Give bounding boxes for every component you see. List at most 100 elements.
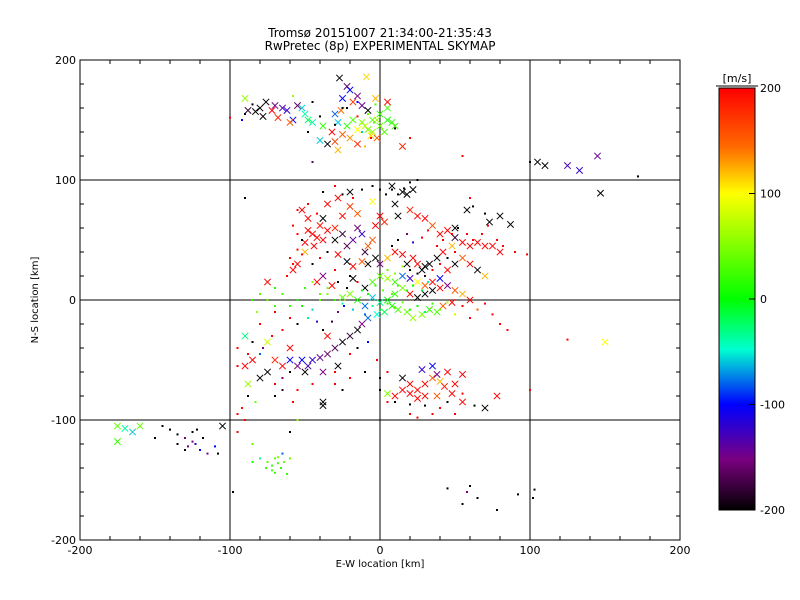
data-point-dot <box>296 248 299 251</box>
data-point-x <box>263 278 272 286</box>
data-point-x <box>601 338 609 346</box>
data-point-dot <box>412 284 414 287</box>
data-point-dot <box>341 302 344 305</box>
data-point-x <box>335 74 344 82</box>
data-point-dot <box>214 445 216 448</box>
data-point-dot <box>334 383 336 385</box>
data-point-dot <box>416 272 419 275</box>
data-point-dot <box>161 425 164 427</box>
data-point-dot <box>356 281 359 283</box>
data-point-dot <box>281 377 284 379</box>
data-point-x <box>433 370 441 378</box>
data-point-x <box>506 220 515 228</box>
data-point-dot <box>442 239 444 241</box>
data-point-dot <box>466 491 468 493</box>
data-point-x <box>278 104 287 112</box>
data-point-x <box>259 112 267 120</box>
data-point-x <box>425 306 434 314</box>
data-point-dot <box>424 275 426 277</box>
data-point-dot <box>316 320 318 323</box>
x-tick-label: -200 <box>68 544 93 557</box>
data-point-dot <box>191 431 194 433</box>
data-point-x <box>398 142 407 150</box>
data-point-dot <box>461 305 464 307</box>
y-tick-label: -100 <box>51 414 76 427</box>
data-point-dot <box>277 456 279 459</box>
data-point-x <box>421 392 429 400</box>
data-point-x <box>316 222 324 230</box>
data-point-dot <box>341 389 344 391</box>
data-point-dot <box>454 313 456 316</box>
data-point-x <box>319 272 327 280</box>
data-point-x <box>301 368 309 376</box>
data-point-dot <box>307 317 309 319</box>
data-point-dot <box>236 431 239 433</box>
data-point-dot <box>334 371 336 373</box>
data-point-x <box>353 224 362 232</box>
data-point-dot <box>469 197 471 199</box>
data-point-x <box>451 260 459 268</box>
data-point-x <box>451 380 459 388</box>
data-point-x <box>458 370 467 378</box>
data-point-dot <box>241 407 243 409</box>
data-point-x <box>349 262 357 270</box>
data-point-dot <box>469 485 471 487</box>
data-point-x <box>413 394 422 402</box>
data-point-x <box>373 134 381 142</box>
data-point-x <box>278 362 287 370</box>
data-point-dot <box>391 188 393 191</box>
data-point-x <box>428 286 437 294</box>
data-point-dot <box>637 175 639 178</box>
data-point-x <box>343 122 351 130</box>
data-point-x <box>361 248 369 256</box>
data-point-x <box>364 106 372 114</box>
data-point-x <box>268 106 276 114</box>
data-point-dot <box>409 403 411 406</box>
data-point-dot <box>322 191 324 193</box>
data-point-dot <box>529 161 531 163</box>
data-point-x <box>439 248 447 256</box>
data-point-dot <box>274 457 276 460</box>
colorbar-tick-label: -100 <box>760 399 785 412</box>
data-point-dot <box>416 416 419 419</box>
data-point-x <box>421 290 429 298</box>
data-point-dot <box>472 205 474 208</box>
data-point-x <box>298 104 306 112</box>
data-point-dot <box>154 437 156 439</box>
data-point-x <box>308 356 317 364</box>
data-point-x <box>413 212 422 220</box>
data-point-x <box>323 140 332 148</box>
data-point-dot <box>379 188 381 191</box>
data-point-x <box>448 298 456 306</box>
data-point-x <box>496 212 504 220</box>
data-point-x <box>121 424 129 432</box>
data-point-dot <box>259 293 261 295</box>
data-point-dot <box>229 116 231 119</box>
data-point-x <box>563 162 572 170</box>
data-point-x <box>346 86 354 94</box>
data-point-x <box>383 390 392 398</box>
data-point-x <box>436 284 444 292</box>
data-point-dot <box>533 488 536 491</box>
data-point-dot <box>394 306 396 309</box>
data-point-x <box>349 116 357 124</box>
data-point-x <box>328 282 336 290</box>
data-point-dot <box>379 389 381 391</box>
data-point-dot <box>271 335 273 337</box>
data-point-x <box>391 278 399 286</box>
data-point-x <box>343 242 351 250</box>
y-axis-ticks: -200 -100 0 100 200 <box>51 54 680 547</box>
data-point-dot <box>386 269 389 271</box>
data-point-x <box>443 368 452 376</box>
data-point-x <box>346 134 354 142</box>
data-point-dot <box>346 287 348 289</box>
data-point-x <box>289 266 297 274</box>
data-point-dot <box>187 445 189 448</box>
data-point-dot <box>506 329 509 331</box>
data-point-dot <box>319 293 321 295</box>
data-point-dot <box>446 401 449 403</box>
data-point-x <box>406 206 414 214</box>
data-point-x <box>398 284 407 292</box>
data-point-x <box>349 236 357 244</box>
